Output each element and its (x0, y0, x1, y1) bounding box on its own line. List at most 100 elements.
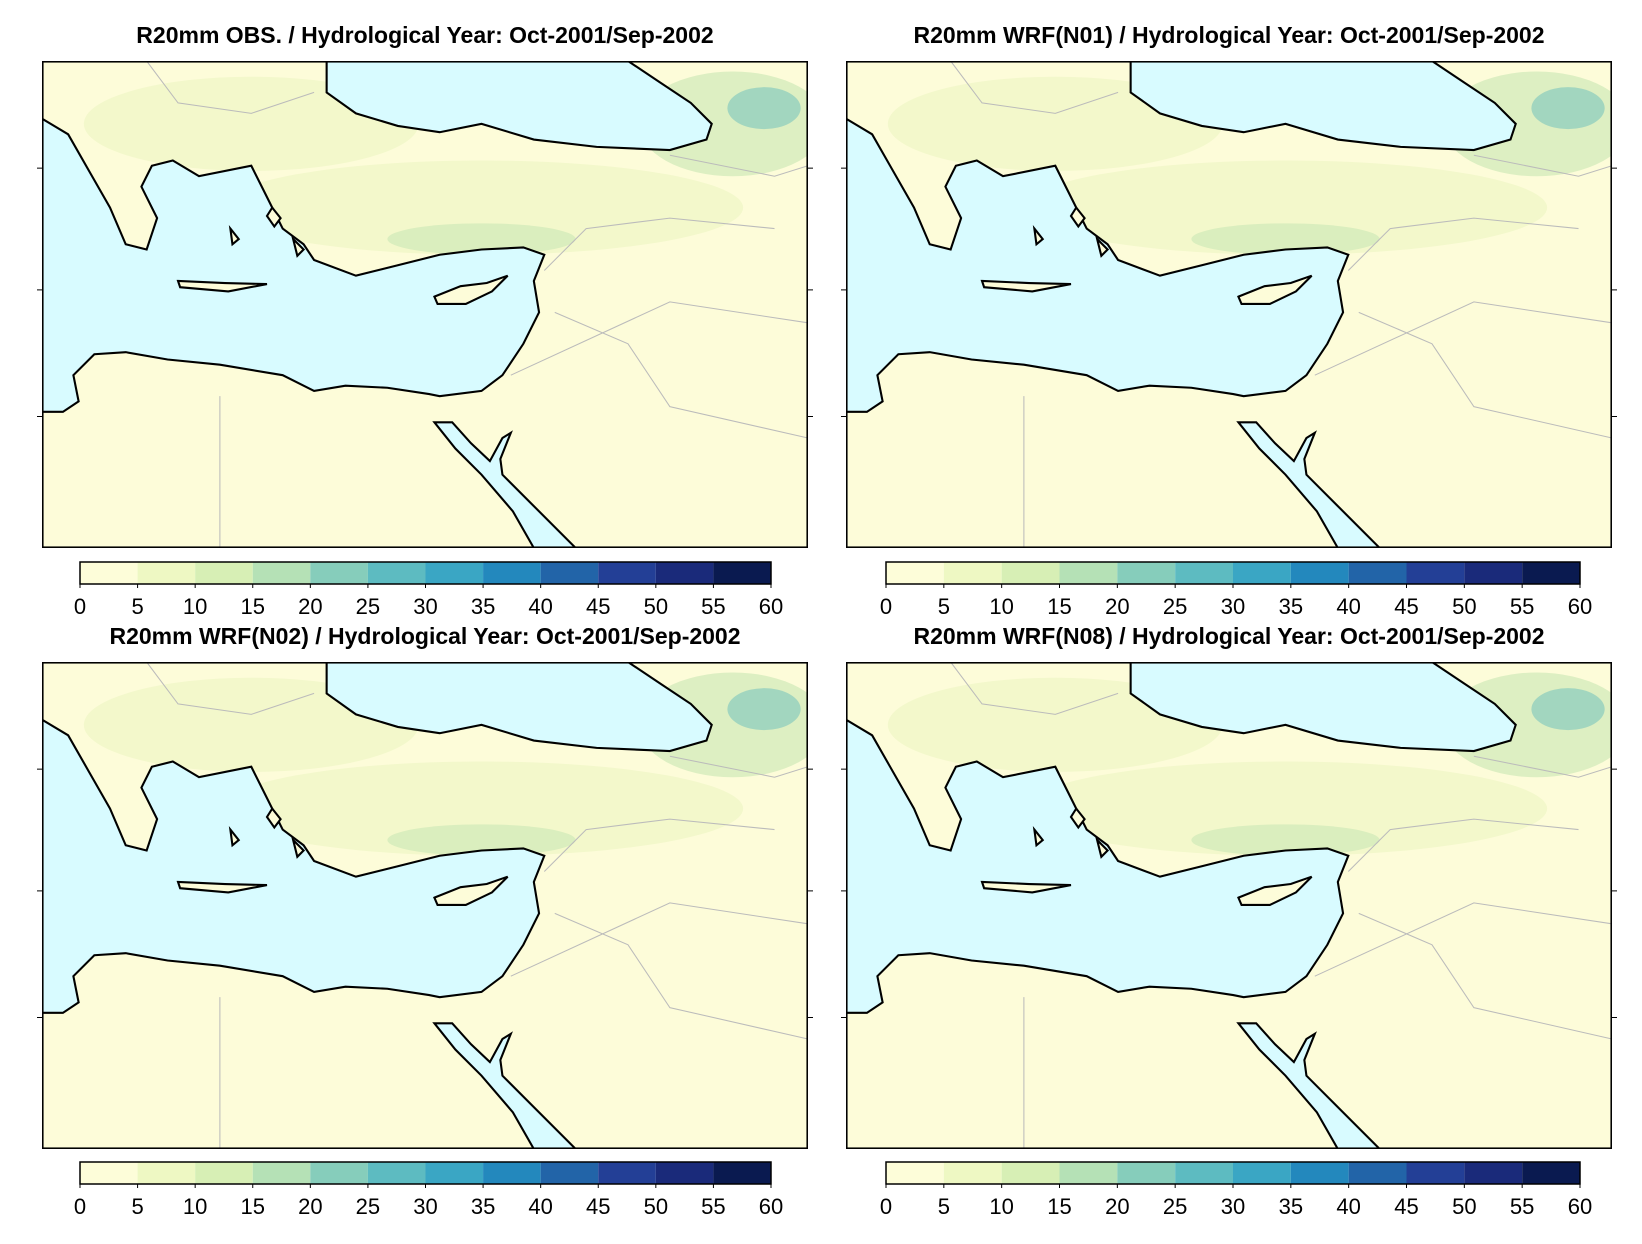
colorbar-tick-label: 15 (1047, 594, 1071, 619)
colorbar-tick-label: 0 (880, 594, 892, 619)
colorbar-bin (1059, 1162, 1118, 1184)
colorbar-tick-label: 25 (1163, 594, 1187, 619)
panel-title: R20mm WRF(N01) / Hydrological Year: Oct-… (913, 22, 1544, 48)
map (42, 61, 808, 548)
colorbar-tick-label: 45 (586, 594, 610, 619)
colorbar-bin (1233, 1162, 1291, 1184)
colorbar-bin (1175, 562, 1233, 584)
colorbar-bin (252, 562, 311, 584)
colorbar-tick-label: 0 (74, 594, 86, 619)
colorbar-bin (713, 562, 771, 584)
colorbar-tick-label: 50 (1452, 1194, 1476, 1219)
colorbar-bin (137, 1162, 196, 1184)
panel: R20mm WRF(N02) / Hydrological Year: Oct-… (37, 623, 813, 1219)
colorbar-bin (1406, 1162, 1465, 1184)
colorbar-bin (1464, 562, 1523, 584)
colorbar-tick-label: 10 (183, 1194, 207, 1219)
colorbar-tick-label: 10 (183, 594, 207, 619)
colorbar-tick-label: 5 (938, 594, 950, 619)
colorbar-bin (598, 1162, 656, 1184)
colorbar-bin (1464, 1162, 1523, 1184)
colorbar-bin (1348, 562, 1407, 584)
colorbar-bin (367, 562, 426, 584)
colorbar-bin (1117, 562, 1176, 584)
colorbar-tick-label: 50 (644, 594, 668, 619)
colorbar-tick-label: 50 (1452, 594, 1476, 619)
colorbar-tick-label: 55 (1510, 1194, 1534, 1219)
colorbar-tick-label: 20 (298, 594, 322, 619)
colorbar-tick-label: 60 (759, 594, 783, 619)
colorbar-bin (886, 1162, 944, 1184)
colorbar-bin (943, 1162, 1002, 1184)
colorbar-bin (540, 562, 599, 584)
colorbar-bin (195, 1162, 253, 1184)
colorbar-tick-label: 55 (701, 1194, 725, 1219)
colorbar-bin (1290, 1162, 1349, 1184)
colorbar-tick-label: 5 (938, 1194, 950, 1219)
colorbar-tick-label: 10 (989, 594, 1013, 619)
colorbar-tick-label: 5 (131, 1194, 143, 1219)
colorbar-bin (1233, 562, 1291, 584)
panel-title: R20mm WRF(N08) / Hydrological Year: Oct-… (913, 623, 1544, 649)
colorbar-tick-label: 35 (1279, 594, 1303, 619)
colorbar-tick-label: 60 (1568, 1194, 1592, 1219)
colorbar-tick-label: 30 (1221, 1194, 1245, 1219)
colorbar-bin (1175, 1162, 1233, 1184)
colorbar-tick-label: 25 (356, 594, 380, 619)
colorbar-tick-label: 5 (131, 594, 143, 619)
colorbar-bin (655, 562, 714, 584)
colorbar-bin (483, 562, 541, 584)
colorbar-bin (80, 1162, 138, 1184)
colorbar-tick-label: 35 (1279, 1194, 1303, 1219)
colorbar-bin (540, 1162, 599, 1184)
colorbar-bin (310, 1162, 368, 1184)
colorbar-tick-label: 25 (1163, 1194, 1187, 1219)
colorbar-bin (483, 1162, 541, 1184)
colorbar-bin (1117, 1162, 1176, 1184)
colorbar-tick-label: 55 (701, 594, 725, 619)
colorbar-bin (425, 562, 484, 584)
map (846, 662, 1612, 1149)
colorbar-tick-label: 45 (586, 1194, 610, 1219)
colorbar-tick-label: 20 (298, 1194, 322, 1219)
colorbar-tick-label: 30 (413, 594, 437, 619)
colorbar-bin (252, 1162, 311, 1184)
colorbar-bin (80, 562, 138, 584)
colorbar-bin (1290, 562, 1349, 584)
colorbar-bin (1522, 562, 1580, 584)
colorbar-bin (1001, 1162, 1060, 1184)
colorbar-tick-label: 35 (471, 594, 495, 619)
colorbar-tick-label: 30 (413, 1194, 437, 1219)
colorbar-bin (1522, 1162, 1580, 1184)
colorbar-tick-label: 40 (528, 594, 552, 619)
colorbar-tick-label: 40 (1336, 594, 1360, 619)
colorbar-tick-label: 0 (880, 1194, 892, 1219)
colorbar-bin (367, 1162, 426, 1184)
colorbar-tick-label: 15 (1047, 1194, 1071, 1219)
colorbar-bin (1406, 562, 1465, 584)
colorbar-bin (425, 1162, 484, 1184)
panel: R20mm WRF(N08) / Hydrological Year: Oct-… (841, 623, 1617, 1219)
colorbar-tick-label: 60 (1568, 594, 1592, 619)
colorbar-bin (1059, 562, 1118, 584)
colorbar-tick-label: 45 (1394, 1194, 1418, 1219)
colorbar-tick-label: 20 (1105, 1194, 1129, 1219)
colorbar-tick-label: 10 (989, 1194, 1013, 1219)
map (846, 61, 1612, 548)
colorbar-tick-label: 40 (1336, 1194, 1360, 1219)
colorbar-tick-label: 15 (241, 1194, 265, 1219)
colorbar-bin (310, 562, 368, 584)
colorbar-bin (655, 1162, 714, 1184)
colorbar-tick-label: 0 (74, 1194, 86, 1219)
colorbar-tick-label: 15 (241, 594, 265, 619)
colorbar-bin (137, 562, 196, 584)
colorbar-bin (943, 562, 1002, 584)
colorbar-tick-label: 30 (1221, 594, 1245, 619)
map (42, 662, 808, 1149)
colorbar-tick-label: 50 (644, 1194, 668, 1219)
colorbar-tick-label: 60 (759, 1194, 783, 1219)
colorbar-bin (598, 562, 656, 584)
colorbar-bin (1001, 562, 1060, 584)
